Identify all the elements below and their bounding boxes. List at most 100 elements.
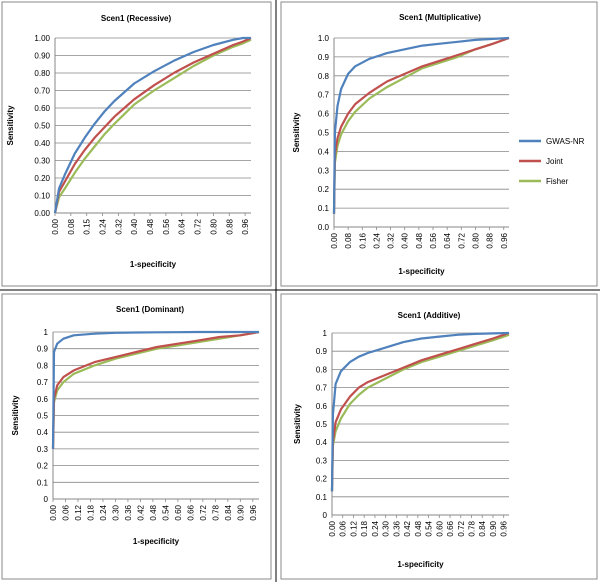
- x-tick-label: 0.72: [194, 218, 203, 234]
- x-tick-label: 0.32: [114, 218, 123, 234]
- y-tick-label: 1.0: [318, 34, 330, 43]
- y-tick-label: 1: [323, 329, 328, 338]
- x-tick-label: 0.72: [199, 504, 208, 520]
- x-tick-label: 0.36: [124, 504, 133, 520]
- y-tick-label: 1: [44, 328, 49, 337]
- x-tick-label: 0.42: [136, 504, 145, 520]
- y-tick-label: 0.6: [37, 395, 49, 404]
- x-tick-label: 0.40: [401, 232, 410, 248]
- series-line-fisher: [330, 333, 510, 492]
- x-tick-label: 0.78: [467, 520, 476, 536]
- x-tick-label: 0.24: [371, 520, 380, 536]
- x-tick-label: 0.96: [500, 232, 509, 248]
- x-tick-label: 0.84: [224, 504, 233, 520]
- series-line-gwas-nr: [51, 330, 259, 449]
- legend-label-joint: Joint: [546, 157, 564, 166]
- chart-panels: Scen1 (Recessive)0.000.100.200.300.400.5…: [6, 13, 510, 569]
- x-tick-label: 0.18: [86, 504, 95, 520]
- y-tick-label: 0.8: [37, 361, 49, 370]
- x-axis-label: 1-specificity: [397, 560, 444, 569]
- x-tick-label: 0.54: [425, 520, 434, 536]
- chart-recessive: Scen1 (Recessive) 0.00 0.10 0.20 0.30 0.40 0.5…: [6, 14, 252, 269]
- y-tick-label: 0: [44, 495, 49, 504]
- x-tick-label: 0.24: [99, 218, 108, 234]
- y-tick-label: 0.50: [34, 122, 50, 131]
- x-tick-label: 0.30: [111, 504, 120, 520]
- y-tick-label: 0.4: [37, 428, 49, 437]
- y-tick-label: 0.1: [316, 493, 328, 502]
- y-tick-label: 0.70: [34, 87, 50, 96]
- y-tick-label: 0.00: [34, 209, 50, 218]
- series-line-gwas-nr: [330, 331, 510, 492]
- x-tick-label: 0.72: [457, 520, 466, 536]
- y-axis-label: Sensitivity: [6, 105, 15, 146]
- x-tick-label: 0.00: [51, 218, 60, 234]
- x-tick-label: 0.64: [443, 232, 452, 248]
- y-tick-label: 0.7: [318, 91, 330, 100]
- x-tick-label: 0.56: [162, 218, 171, 234]
- series-line-gwas-nr: [332, 36, 510, 214]
- x-tick-label: 0.88: [486, 232, 495, 248]
- y-tick-label: 0.20: [34, 174, 50, 183]
- y-tick-label: 0.2: [318, 185, 330, 194]
- series-line-joint: [51, 330, 260, 449]
- y-tick-label: 0.5: [318, 129, 330, 138]
- chart-additive: Scen1 (Additive) 0 0.1 0.2 0.3 0.4 0.5 0.6 0.7 0.…: [293, 311, 510, 569]
- chart-multiplicative: Scen1 (Multiplicative) 0.0 0.1 0.2 0.3 0.4 0.5…: [292, 13, 510, 276]
- legend: GWAS-NR Joint Fisher: [519, 137, 585, 186]
- y-tick-label: 0.1: [318, 204, 330, 213]
- y-tick-label: 0.4: [316, 438, 328, 447]
- y-tick-label: 0.7: [37, 378, 49, 387]
- x-tick-label: 0.54: [161, 504, 170, 520]
- legend-label-gwas-nr: GWAS-NR: [546, 137, 585, 146]
- x-tick-label: 0.08: [67, 218, 76, 234]
- y-tick-label: 0.10: [34, 192, 50, 201]
- x-tick-label: 0.84: [478, 520, 487, 536]
- y-tick-label: 0.60: [34, 104, 50, 113]
- x-tick-label: 0.06: [339, 520, 348, 536]
- y-tick-label: 0.30: [34, 157, 50, 166]
- chart-title: Scen1 (Recessive): [101, 14, 172, 23]
- x-tick-label: 0.42: [403, 520, 412, 536]
- series-line-joint: [330, 331, 510, 492]
- series-line-fisher: [51, 330, 260, 449]
- x-tick-label: 0.48: [414, 520, 423, 536]
- x-axis-label: 1-specificity: [398, 267, 445, 276]
- x-tick-label: 0.64: [178, 218, 187, 234]
- x-tick-label: 0.32: [387, 232, 396, 248]
- y-tick-label: 0.7: [316, 384, 328, 393]
- y-tick-label: 0.4: [318, 147, 330, 156]
- chart-title: Scen1 (Additive): [398, 311, 461, 320]
- y-tick-label: 0.5: [37, 412, 49, 421]
- panel-frame-dominant: [1, 293, 272, 580]
- y-tick-label: 0.40: [34, 139, 50, 148]
- y-axis-label: Sensitivity: [293, 403, 302, 444]
- x-tick-label: 0.90: [489, 520, 498, 536]
- x-tick-label: 0.66: [186, 504, 195, 520]
- x-tick-label: 0.16: [358, 232, 367, 248]
- y-tick-label: 0.3: [37, 445, 49, 454]
- x-tick-label: 0.18: [360, 520, 369, 536]
- chart-title: Scen1 (Dominant): [116, 305, 184, 314]
- y-tick-label: 0.2: [316, 475, 328, 484]
- y-tick-label: 0.2: [37, 462, 49, 471]
- x-tick-label: 0.40: [130, 218, 139, 234]
- x-tick-label: 0.06: [61, 504, 70, 520]
- y-tick-label: 0.3: [318, 166, 330, 175]
- y-tick-label: 1.00: [34, 34, 50, 43]
- y-axis-label: Sensitivity: [292, 112, 301, 153]
- y-tick-label: 0.9: [37, 345, 49, 354]
- series-line-joint: [53, 36, 252, 214]
- y-tick-label: 0.0: [318, 223, 330, 232]
- x-tick-label: 0.96: [500, 520, 509, 536]
- x-tick-label: 0.08: [344, 232, 353, 248]
- x-tick-label: 0.78: [211, 504, 220, 520]
- y-tick-label: 0.3: [316, 456, 328, 465]
- x-tick-label: 0.36: [392, 520, 401, 536]
- x-tick-label: 0.88: [225, 218, 234, 234]
- y-tick-label: 0.6: [318, 110, 330, 119]
- y-tick-label: 0.5: [316, 420, 328, 429]
- x-tick-label: 0.00: [49, 504, 58, 520]
- y-axis-label: Sensitivity: [11, 395, 20, 436]
